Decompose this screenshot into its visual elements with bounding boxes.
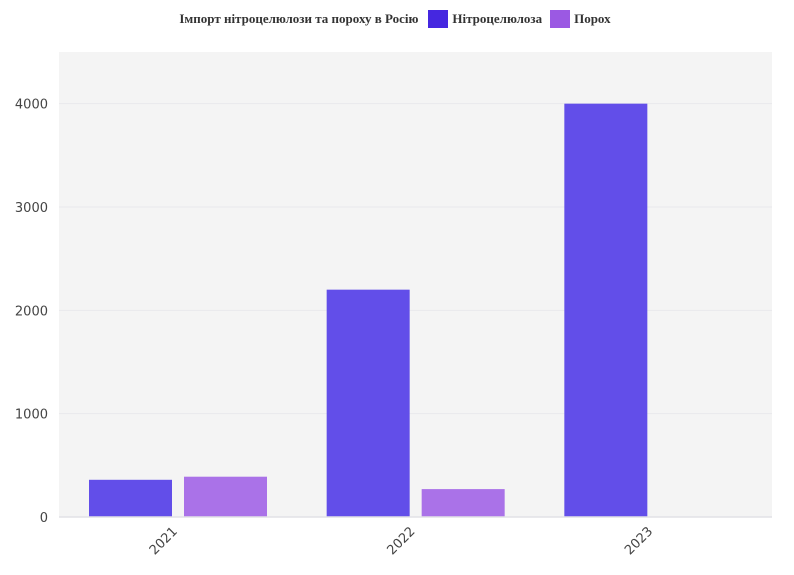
legend-swatch-nitrocellulose	[428, 10, 449, 28]
y-tick-label-0: 0	[40, 511, 48, 526]
x-tick-label-2021: 2021	[147, 524, 181, 558]
chart-legend: Імпорт нітроцелюлози та пороху в Росію Н…	[0, 10, 794, 28]
bars	[89, 103, 648, 518]
chart-title: Імпорт нітроцелюлози та пороху в Росію	[179, 11, 419, 26]
bar-nitrocellulose-2022[interactable]	[326, 289, 410, 517]
y-axis-ticks: 0 1000 2000 3000 4000	[15, 98, 48, 526]
legend-swatch-gunpowder	[550, 10, 571, 28]
legend-item-nitrocellulose[interactable]: Нітроцелюлоза	[428, 10, 542, 28]
y-tick-label-3000: 3000	[15, 201, 48, 216]
bar-nitrocellulose-2023[interactable]	[564, 103, 648, 518]
gridlines	[59, 103, 772, 415]
y-tick-label-1000: 1000	[15, 408, 48, 423]
x-tick-label-2022: 2022	[384, 524, 418, 558]
plot-area	[59, 52, 772, 517]
y-tick-label-4000: 4000	[15, 98, 48, 113]
y-tick-label-2000: 2000	[15, 304, 48, 319]
x-tick-label-2023: 2023	[622, 524, 656, 558]
legend-item-gunpowder[interactable]: Порох	[550, 10, 611, 28]
bar-nitrocellulose-2021[interactable]	[89, 479, 172, 517]
bar-gunpowder-2022[interactable]	[421, 489, 505, 517]
legend-label-nitrocellulose: Нітроцелюлоза	[452, 11, 543, 26]
x-axis-ticks: 2021 2022 2023	[147, 524, 656, 558]
legend-label-gunpowder: Порох	[574, 11, 611, 26]
bar-gunpowder-2021[interactable]	[184, 476, 267, 517]
